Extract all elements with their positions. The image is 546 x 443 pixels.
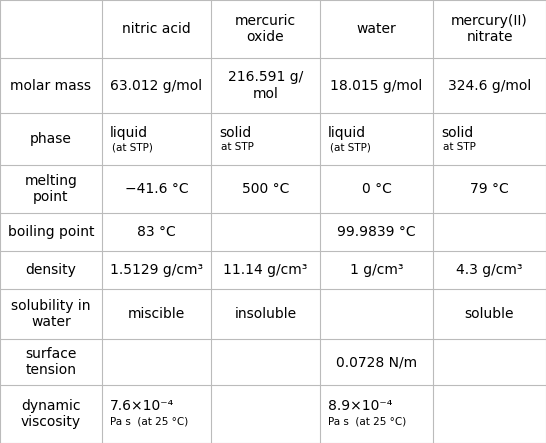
Text: dynamic
viscosity: dynamic viscosity <box>21 399 81 429</box>
Text: liquid: liquid <box>328 126 366 140</box>
Text: soluble: soluble <box>465 307 514 321</box>
Text: 63.012 g/mol: 63.012 g/mol <box>110 78 203 93</box>
Text: (at STP): (at STP) <box>112 142 153 152</box>
Text: insoluble: insoluble <box>234 307 296 321</box>
Text: (at STP): (at STP) <box>330 142 371 152</box>
Text: water: water <box>357 22 396 36</box>
Text: 216.591 g/
mol: 216.591 g/ mol <box>228 70 303 101</box>
Text: melting
point: melting point <box>25 174 78 204</box>
Text: 18.015 g/mol: 18.015 g/mol <box>330 78 423 93</box>
Text: boiling point: boiling point <box>8 225 94 239</box>
Text: miscible: miscible <box>128 307 185 321</box>
Text: surface
tension: surface tension <box>25 347 76 377</box>
Text: molar mass: molar mass <box>10 78 92 93</box>
Text: 83 °C: 83 °C <box>137 225 176 239</box>
Text: liquid: liquid <box>110 126 148 140</box>
Text: nitric acid: nitric acid <box>122 22 191 36</box>
Text: solid: solid <box>219 126 251 140</box>
Text: solubility in
water: solubility in water <box>11 299 91 329</box>
Text: 324.6 g/mol: 324.6 g/mol <box>448 78 531 93</box>
Text: density: density <box>26 263 76 277</box>
Text: phase: phase <box>30 132 72 146</box>
Text: 500 °C: 500 °C <box>242 182 289 196</box>
Text: 7.6×10⁻⁴: 7.6×10⁻⁴ <box>110 399 174 413</box>
Text: mercuric
oxide: mercuric oxide <box>235 14 296 44</box>
Text: 1.5129 g/cm³: 1.5129 g/cm³ <box>110 263 203 277</box>
Text: 8.9×10⁻⁴: 8.9×10⁻⁴ <box>328 399 393 413</box>
Text: Pa s  (at 25 °C): Pa s (at 25 °C) <box>110 417 188 427</box>
Text: at STP: at STP <box>443 142 476 152</box>
Text: at STP: at STP <box>221 142 254 152</box>
Text: 79 °C: 79 °C <box>470 182 509 196</box>
Text: 4.3 g/cm³: 4.3 g/cm³ <box>456 263 523 277</box>
Text: 1 g/cm³: 1 g/cm³ <box>350 263 403 277</box>
Text: 99.9839 °C: 99.9839 °C <box>337 225 416 239</box>
Text: 0 °C: 0 °C <box>361 182 391 196</box>
Text: −41.6 °C: −41.6 °C <box>124 182 188 196</box>
Text: mercury(II)
nitrate: mercury(II) nitrate <box>451 14 528 44</box>
Text: Pa s  (at 25 °C): Pa s (at 25 °C) <box>328 417 406 427</box>
Text: solid: solid <box>441 126 473 140</box>
Text: 0.0728 N/m: 0.0728 N/m <box>336 355 417 369</box>
Text: 11.14 g/cm³: 11.14 g/cm³ <box>223 263 308 277</box>
